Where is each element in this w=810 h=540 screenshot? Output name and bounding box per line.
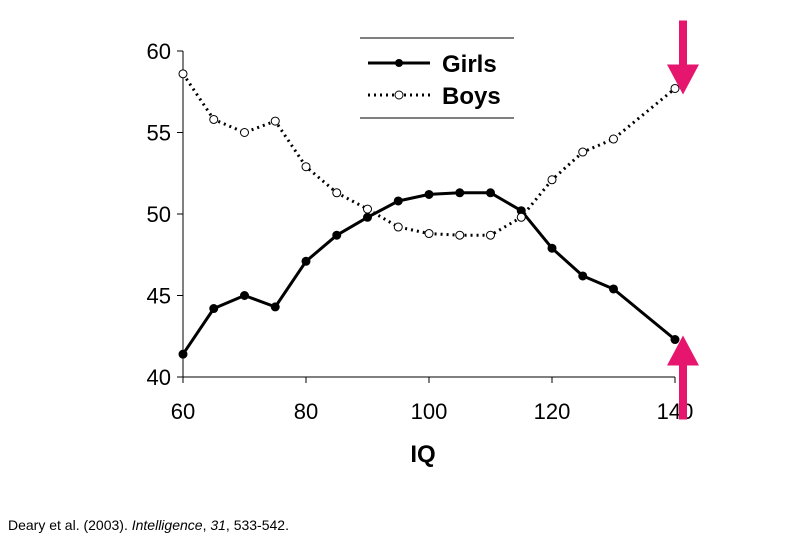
data-point-girls (670, 335, 680, 345)
data-point-boys (240, 128, 249, 137)
annotation-arrows (667, 20, 699, 420)
data-point-girls (332, 230, 342, 240)
y-tick-label: 55 (147, 121, 171, 146)
x-tick-label: 100 (411, 399, 448, 424)
x-tick-label: 140 (657, 399, 694, 424)
y-tick-label: 45 (147, 284, 171, 309)
y-tick-label: 60 (147, 39, 171, 64)
citation-volume: 31 (210, 517, 226, 533)
data-point-girls (209, 304, 219, 314)
arrow-up (667, 335, 699, 420)
data-point-girls (486, 188, 495, 198)
legend-boys-marker (394, 90, 404, 100)
y-tick-label: 50 (147, 202, 171, 227)
data-point-boys (516, 212, 526, 222)
data-point-girls (578, 271, 588, 281)
legend: Girls Boys (360, 37, 514, 119)
y-tick-label: 40 (147, 365, 171, 390)
data-point-boys (670, 83, 680, 93)
tick-labels: 40 45 50 55 60 60 80 100 120 140 (147, 39, 694, 424)
data-point-girls (270, 302, 280, 312)
legend-girls-marker (395, 59, 403, 67)
data-point-girls (609, 284, 618, 294)
data-point-girls (363, 212, 372, 222)
data-point-boys (578, 147, 588, 157)
legend-girls-label: Girls (442, 51, 497, 78)
data-point-girls (301, 256, 311, 266)
data-point-boys (393, 222, 403, 232)
series-line-girls (181, 191, 676, 356)
data-point-boys (547, 175, 557, 185)
x-tick-label: 120 (534, 399, 571, 424)
legend-boys-label: Boys (442, 83, 501, 110)
arrow-down (667, 20, 699, 95)
data-point-boys (609, 134, 618, 144)
series-layer (178, 69, 680, 359)
data-point-boys (424, 229, 434, 239)
data-point-girls (240, 291, 249, 300)
data-point-boys (363, 204, 372, 214)
data-point-girls (178, 349, 188, 359)
data-point-boys (486, 230, 495, 240)
x-axis-title: IQ (410, 441, 435, 468)
citation: Deary et al. (2003). Intelligence, 31, 5… (8, 517, 289, 533)
data-point-boys (270, 116, 280, 126)
series-line-boys (181, 72, 676, 237)
data-point-girls (393, 196, 403, 206)
data-point-boys (455, 230, 465, 240)
data-point-girls (547, 243, 557, 253)
data-point-girls (424, 189, 434, 199)
citation-authors: Deary et al. (2003). (8, 517, 132, 533)
data-point-boys (209, 114, 219, 124)
data-point-girls (455, 188, 465, 198)
citation-sep: , (202, 517, 211, 533)
data-point-boys (332, 188, 342, 198)
x-tick-label: 60 (171, 399, 195, 424)
axes (177, 50, 676, 383)
citation-journal: Intelligence (131, 517, 203, 533)
data-point-boys (178, 69, 188, 79)
x-tick-label: 80 (294, 399, 318, 424)
data-point-boys (301, 162, 311, 172)
citation-pages: , 533-542. (225, 517, 289, 533)
